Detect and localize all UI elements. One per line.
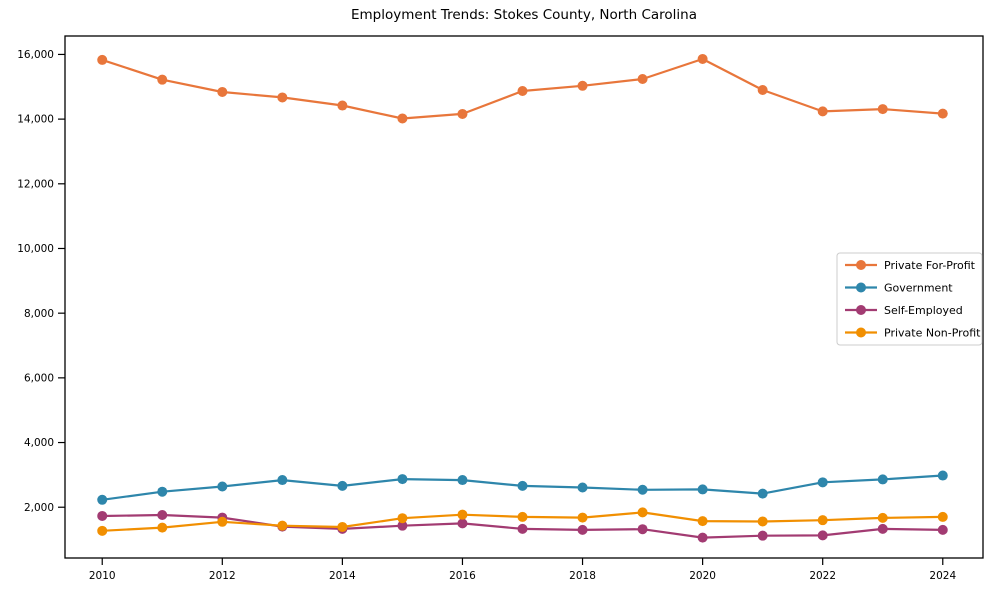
y-tick-label: 4,000 bbox=[24, 437, 54, 449]
data-point bbox=[97, 54, 108, 65]
data-point bbox=[637, 524, 648, 535]
data-point bbox=[397, 474, 408, 485]
data-point bbox=[757, 488, 768, 499]
data-point bbox=[817, 106, 828, 117]
data-point bbox=[937, 108, 948, 119]
data-point bbox=[697, 484, 708, 495]
data-point bbox=[337, 480, 348, 491]
data-point bbox=[757, 530, 768, 541]
data-point bbox=[517, 85, 528, 96]
legend-label-private-for-profit: Private For-Profit bbox=[884, 259, 976, 272]
x-tick-label: 2012 bbox=[209, 570, 236, 582]
data-point bbox=[217, 516, 228, 527]
legend-marker-dot bbox=[856, 327, 866, 338]
plot-frame bbox=[64, 35, 984, 559]
y-tick-label: 6,000 bbox=[24, 372, 54, 384]
y-tick-label: 2,000 bbox=[24, 502, 54, 514]
y-tick-label: 14,000 bbox=[17, 114, 54, 126]
data-point bbox=[877, 104, 888, 115]
data-point bbox=[277, 475, 288, 486]
data-point bbox=[877, 474, 888, 485]
data-point bbox=[817, 515, 828, 526]
x-tick-label: 2022 bbox=[809, 570, 836, 582]
data-point bbox=[937, 470, 948, 481]
data-point bbox=[877, 512, 888, 523]
y-tick-label: 8,000 bbox=[24, 308, 54, 320]
data-point bbox=[97, 525, 108, 536]
data-point bbox=[577, 512, 588, 523]
data-point bbox=[577, 80, 588, 91]
data-point bbox=[517, 523, 528, 534]
x-tick-label: 2016 bbox=[449, 570, 476, 582]
x-tick-label: 2024 bbox=[929, 570, 956, 582]
data-point bbox=[757, 516, 768, 527]
legend-label-government: Government bbox=[884, 281, 953, 294]
legend-marker-dot bbox=[856, 305, 866, 315]
legend-box bbox=[836, 252, 983, 346]
data-point bbox=[157, 522, 168, 533]
data-point bbox=[937, 511, 948, 522]
data-point bbox=[517, 480, 528, 491]
data-point bbox=[457, 475, 468, 486]
legend-label-self-employed: Self-Employed bbox=[884, 304, 963, 317]
data-point bbox=[457, 108, 468, 119]
data-point bbox=[697, 532, 708, 543]
data-point bbox=[217, 481, 228, 492]
chart-title: Employment Trends: Stokes County, North … bbox=[350, 7, 697, 23]
legend-label-private-non-profit: Private Non-Profit bbox=[884, 326, 981, 339]
data-point bbox=[157, 509, 168, 520]
y-tick-label: 16,000 bbox=[17, 49, 54, 61]
data-point bbox=[937, 524, 948, 535]
data-point bbox=[697, 516, 708, 527]
y-tick-label: 12,000 bbox=[17, 178, 54, 190]
data-point bbox=[697, 53, 708, 64]
data-point bbox=[637, 74, 648, 85]
data-point bbox=[397, 513, 408, 524]
data-point bbox=[577, 524, 588, 535]
data-point bbox=[457, 518, 468, 529]
x-tick-label: 2020 bbox=[689, 570, 716, 582]
x-tick-label: 2010 bbox=[89, 570, 116, 582]
data-point bbox=[277, 520, 288, 531]
data-point bbox=[637, 507, 648, 518]
data-point bbox=[517, 511, 528, 522]
data-point bbox=[577, 482, 588, 493]
y-tick-label: 10,000 bbox=[17, 243, 54, 255]
data-point bbox=[97, 510, 108, 521]
x-tick-label: 2014 bbox=[329, 570, 356, 582]
data-point bbox=[337, 521, 348, 532]
legend-marker-dot bbox=[856, 260, 866, 270]
data-point bbox=[397, 113, 408, 124]
data-point bbox=[817, 477, 828, 488]
x-tick-label: 2018 bbox=[569, 570, 596, 582]
legend-marker-dot bbox=[856, 282, 866, 293]
data-point bbox=[817, 530, 828, 541]
data-point bbox=[397, 520, 408, 531]
data-point bbox=[157, 486, 168, 497]
data-point bbox=[277, 92, 288, 103]
data-point bbox=[97, 494, 108, 505]
data-point bbox=[337, 100, 348, 111]
data-point bbox=[637, 484, 648, 495]
data-point bbox=[757, 85, 768, 96]
data-point bbox=[217, 86, 228, 97]
data-point bbox=[877, 523, 888, 534]
data-point bbox=[157, 74, 168, 85]
data-point bbox=[457, 509, 468, 520]
